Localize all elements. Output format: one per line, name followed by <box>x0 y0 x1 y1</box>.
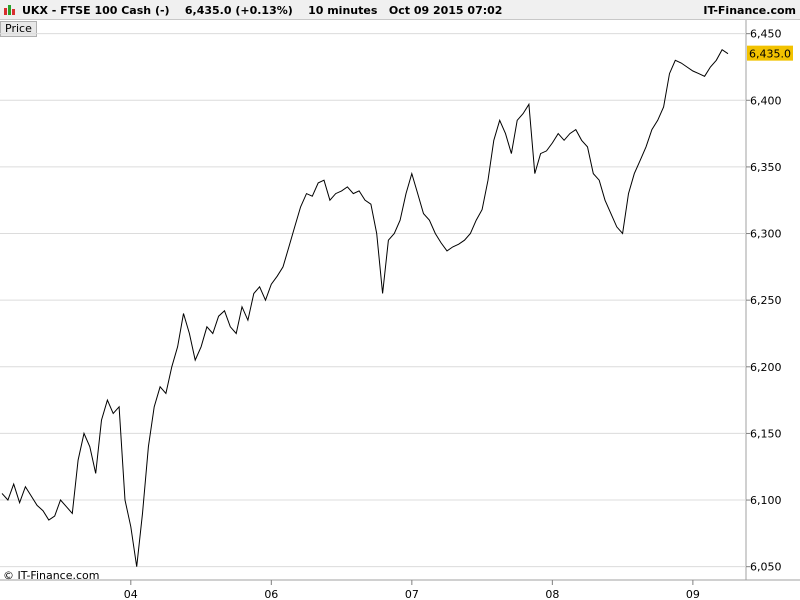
chart-logo-icon <box>4 5 15 15</box>
chart-title: UKX - FTSE 100 Cash (-) 6,435.0 (+0.13%)… <box>22 4 503 17</box>
brand-label: IT-Finance.com <box>703 4 796 17</box>
y-tick-label: 6,200 <box>750 361 782 374</box>
price-line <box>1 48 729 567</box>
y-tick-label: 6,150 <box>750 427 782 440</box>
y-tick-label: 6,100 <box>750 494 782 507</box>
y-tick-label: 6,450 <box>750 28 782 41</box>
price-chart: 6,050 6,100 6,150 6,200 6,250 6,300 6,350 6,400… <box>0 20 800 600</box>
x-tick-label: 04 <box>124 588 138 600</box>
title-bar: UKX - FTSE 100 Cash (-) 6,435.0 (+0.13%)… <box>0 0 800 20</box>
copyright-label: © IT-Finance.com <box>3 569 100 582</box>
x-tick-label: 07 <box>405 588 419 600</box>
y-tick-label: 6,400 <box>750 94 782 107</box>
y-tick-label: 6,300 <box>750 228 782 241</box>
current-price-label: 6,435.0 <box>749 48 791 61</box>
x-tick-label: 08 <box>545 588 559 600</box>
price-pane-tab[interactable]: Price <box>0 21 37 37</box>
y-tick-label: 6,350 <box>750 161 782 174</box>
x-tick-label: 09 <box>686 588 700 600</box>
y-tick-label: 6,250 <box>750 294 782 307</box>
current-price-tag <box>747 45 793 61</box>
y-tick-label: 6,050 <box>750 561 782 574</box>
x-tick-label: 06 <box>264 588 278 600</box>
